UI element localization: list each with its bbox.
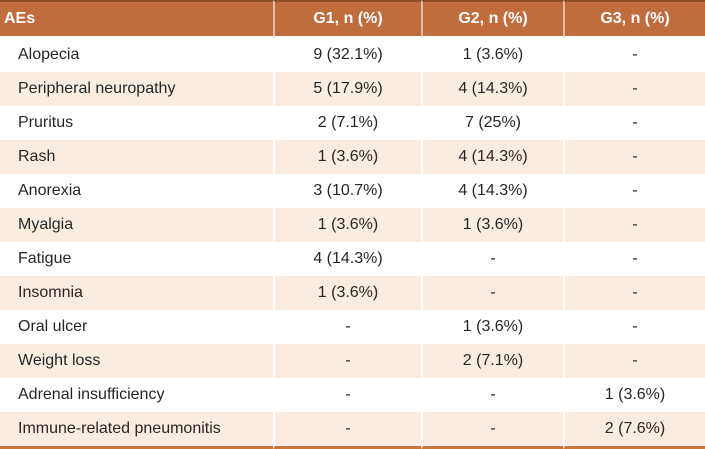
table-row: Peripheral neuropathy 5 (17.9%) 4 (14.3%… [0,72,705,106]
g1-value-cell: 1 (3.6%) [273,276,421,310]
header-g1: G1, n (%) [273,0,421,38]
g3-value-cell: - [563,72,705,106]
ae-name-cell: Immune-related pneumonitis [0,412,273,449]
ae-name-cell: Pruritus [0,106,273,140]
g2-value-cell: - [421,378,563,412]
ae-name-cell: Oral ulcer [0,310,273,344]
table-row: Fatigue 4 (14.3%) - - [0,242,705,276]
g2-value-cell: 4 (14.3%) [421,72,563,106]
ae-name-cell: Anorexia [0,174,273,208]
g1-value-cell: - [273,344,421,378]
ae-name-cell: Fatigue [0,242,273,276]
g2-value-cell: 1 (3.6%) [421,310,563,344]
table-row: Pruritus 2 (7.1%) 7 (25%) - [0,106,705,140]
ae-name-cell: Rash [0,140,273,174]
g2-value-cell: 4 (14.3%) [421,140,563,174]
g2-value-cell: 1 (3.6%) [421,208,563,242]
table-row: Weight loss - 2 (7.1%) - [0,344,705,378]
table-row: Oral ulcer - 1 (3.6%) - [0,310,705,344]
g2-value-cell: 7 (25%) [421,106,563,140]
g3-value-cell: - [563,344,705,378]
g2-value-cell: - [421,412,563,449]
ae-name-cell: Myalgia [0,208,273,242]
ae-name-cell: Weight loss [0,344,273,378]
g1-value-cell: 1 (3.6%) [273,140,421,174]
table-row: Alopecia 9 (32.1%) 1 (3.6%) - [0,38,705,72]
g1-value-cell: 3 (10.7%) [273,174,421,208]
g3-value-cell: 1 (3.6%) [563,378,705,412]
g1-value-cell: 5 (17.9%) [273,72,421,106]
g3-value-cell: 2 (7.6%) [563,412,705,449]
header-g3: G3, n (%) [563,0,705,38]
g1-value-cell: 1 (3.6%) [273,208,421,242]
table-header-row: AEs G1, n (%) G2, n (%) G3, n (%) [0,0,705,38]
ae-name-cell: Adrenal insufficiency [0,378,273,412]
g2-value-cell: - [421,276,563,310]
ae-name-cell: Alopecia [0,38,273,72]
g3-value-cell: - [563,174,705,208]
table-row: Rash 1 (3.6%) 4 (14.3%) - [0,140,705,174]
g3-value-cell: - [563,106,705,140]
g1-value-cell: 9 (32.1%) [273,38,421,72]
g2-value-cell: 1 (3.6%) [421,38,563,72]
ae-name-cell: Insomnia [0,276,273,310]
header-aes: AEs [0,0,273,38]
g3-value-cell: - [563,242,705,276]
g3-value-cell: - [563,276,705,310]
g3-value-cell: - [563,140,705,174]
g3-value-cell: - [563,38,705,72]
table-row: Insomnia 1 (3.6%) - - [0,276,705,310]
g2-value-cell: 2 (7.1%) [421,344,563,378]
table-row: Adrenal insufficiency - - 1 (3.6%) [0,378,705,412]
g2-value-cell: 4 (14.3%) [421,174,563,208]
g3-value-cell: - [563,310,705,344]
g1-value-cell: 2 (7.1%) [273,106,421,140]
g1-value-cell: - [273,378,421,412]
table-row: Myalgia 1 (3.6%) 1 (3.6%) - [0,208,705,242]
g3-value-cell: - [563,208,705,242]
ae-name-cell: Peripheral neuropathy [0,72,273,106]
table-row: Immune-related pneumonitis - - 2 (7.6%) [0,412,705,449]
g1-value-cell: 4 (14.3%) [273,242,421,276]
g1-value-cell: - [273,412,421,449]
table-row: Anorexia 3 (10.7%) 4 (14.3%) - [0,174,705,208]
header-g2: G2, n (%) [421,0,563,38]
g1-value-cell: - [273,310,421,344]
g2-value-cell: - [421,242,563,276]
